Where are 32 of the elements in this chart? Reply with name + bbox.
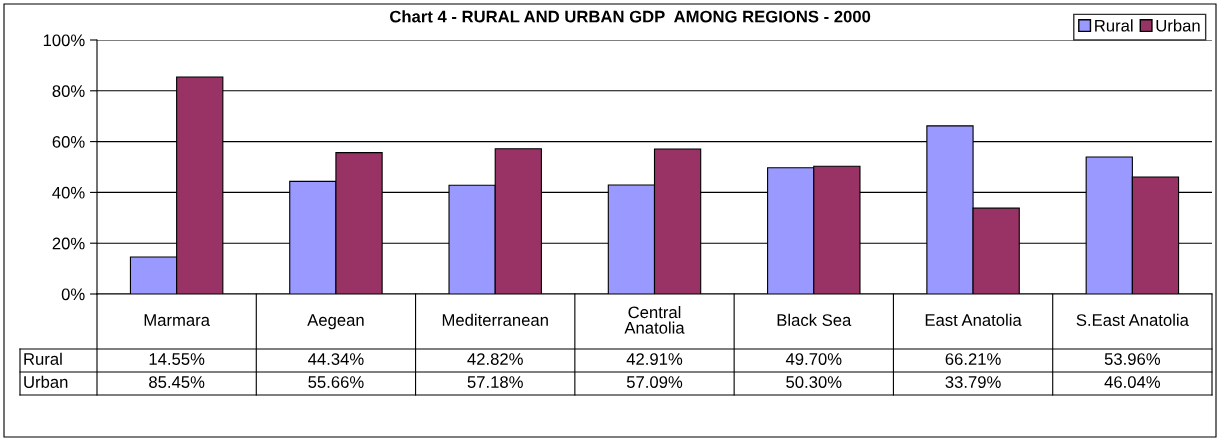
data-label: 66.21%	[945, 353, 1001, 365]
data-label: 85.45%	[149, 376, 205, 388]
y-tick-label: 0%	[61, 288, 85, 301]
text: Rural	[24, 352, 62, 365]
data-label: 42.82%	[467, 353, 523, 365]
data-label: 53.96%	[1104, 353, 1161, 365]
y-tick-label: 40%	[52, 186, 85, 199]
x-tick-label: Black Sea	[777, 313, 852, 326]
y-tick-label: 20%	[52, 237, 85, 250]
x-tick-label: Aegean	[307, 314, 364, 330]
data-label: 46.04%	[1104, 376, 1161, 388]
data-label: 14.55%	[149, 353, 205, 365]
y-tick-label: 100%	[43, 34, 85, 47]
y-tick-label: 80%	[52, 85, 85, 97]
data-label: 57.18%	[467, 376, 523, 388]
x-tick-label: East Anatolia	[925, 313, 1022, 326]
x-tick-label: Marmara	[144, 314, 210, 326]
data-label: 55.66%	[308, 376, 364, 388]
legend-label: Rural	[1095, 19, 1133, 32]
x-tick-label: Mediterranean	[442, 313, 548, 326]
data-label: 42.91%	[626, 353, 683, 365]
data-label: 57.09%	[626, 376, 683, 388]
y-tick-label: 60%	[52, 136, 85, 148]
text: Urban	[24, 375, 68, 388]
x-tick-label: Central Anatolia	[624, 305, 685, 334]
data-label: 49.70%	[785, 353, 842, 365]
x-tick-label: S.East Anatolia	[1076, 313, 1189, 326]
data-label: 33.79%	[945, 376, 1001, 388]
data-label: 50.30%	[786, 376, 842, 388]
legend-label: Urban	[1156, 19, 1200, 32]
data-label: 44.34%	[308, 353, 364, 365]
chart-title: Chart 4 - RURAL AND URBAN GDP AMONG REGIONS - 2000	[390, 10, 871, 23]
